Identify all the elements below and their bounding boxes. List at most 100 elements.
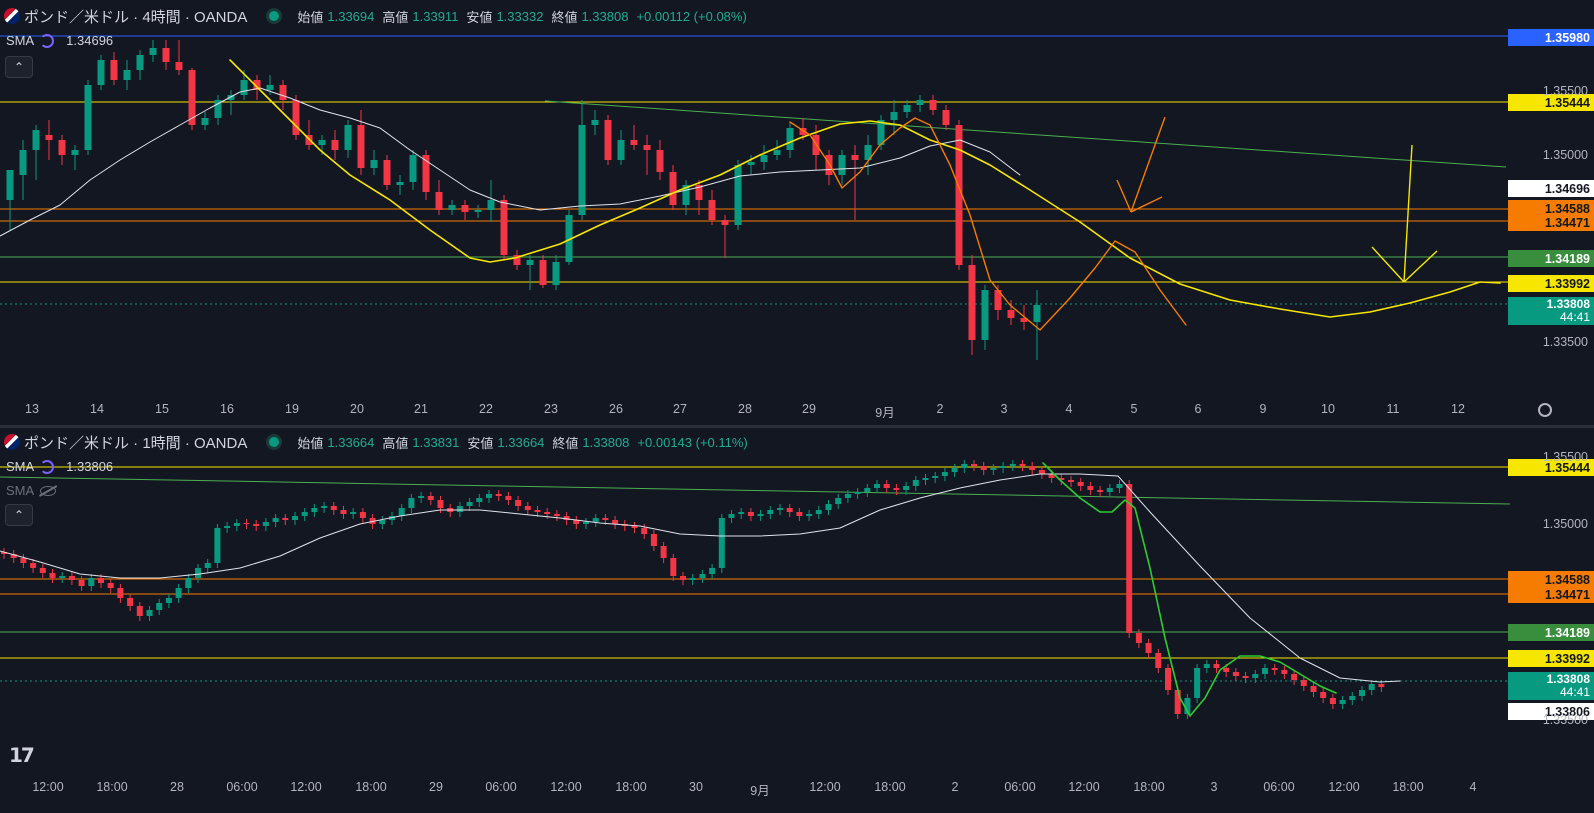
candle-body: [854, 492, 861, 494]
candle-body: [486, 494, 492, 498]
candle-body: [968, 265, 976, 340]
time-axis-label: 29: [802, 402, 816, 416]
eye-hidden-icon[interactable]: [40, 485, 57, 496]
candle-body: [1038, 470, 1045, 474]
candle-body: [669, 172, 677, 205]
hline-price-label: 1.34588: [1508, 571, 1594, 588]
hline-price-label: 1.34588: [1508, 200, 1594, 217]
candle-body: [123, 70, 131, 80]
candle-body: [721, 220, 729, 225]
time-axis-label: 06:00: [1004, 780, 1036, 794]
candle-body: [1155, 653, 1162, 668]
hline-price-label: 1.34189: [1508, 250, 1594, 267]
candle-body: [68, 576, 75, 580]
candle-body: [565, 215, 573, 262]
time-axis-label: 13: [25, 402, 39, 416]
symbol-title[interactable]: ポンド／米ドル · 4時間 · OANDA: [24, 8, 248, 26]
candle-body: [1271, 668, 1278, 670]
time-axis-label: 3: [1210, 780, 1218, 794]
gear-icon[interactable]: [1538, 403, 1552, 417]
candle-body: [175, 588, 182, 598]
candle-body: [10, 554, 17, 558]
hline-price-label: 1.35444: [1508, 94, 1594, 111]
chevron-up-icon: ⌃: [13, 60, 25, 74]
axis-price: 1.35500: [1542, 450, 1588, 464]
sma-value: 1.34696: [66, 33, 114, 48]
chart-canvas-4h[interactable]: [0, 0, 1594, 425]
close-value: 1.33808: [582, 434, 630, 450]
candle-body: [474, 210, 482, 212]
candle-body: [709, 568, 716, 574]
gbpusd-flag-icon: [4, 434, 20, 450]
candle-body: [162, 48, 170, 62]
candle-body: [981, 290, 989, 340]
candle-body: [1174, 690, 1181, 714]
candle-body: [136, 606, 143, 616]
collapse-legend-button[interactable]: ⌃: [5, 56, 33, 78]
candle-body: [864, 488, 871, 492]
candle-body: [1213, 664, 1220, 668]
candle-body: [1068, 480, 1074, 482]
sma-legend[interactable]: SMA 1.33806: [6, 459, 113, 474]
candle-body: [539, 260, 547, 285]
candle-body: [195, 568, 201, 578]
candle-body: [1165, 668, 1171, 690]
axis-price: 1.33500: [1542, 713, 1588, 727]
sma-source-icon[interactable]: [40, 459, 55, 474]
collapse-legend-button[interactable]: ⌃: [5, 504, 33, 526]
candle-body: [1033, 305, 1041, 322]
close-label: 終値: [552, 435, 579, 451]
candle-body: [760, 155, 768, 162]
high-value: 1.33911: [412, 8, 459, 24]
time-axis-label: 12:00: [1068, 780, 1100, 794]
axis-price: 1.33500: [1542, 335, 1588, 349]
time-axis-label: 06:00: [226, 780, 258, 794]
high-label: 高値: [382, 9, 409, 25]
candle-body: [340, 510, 347, 514]
candle-body: [573, 520, 580, 524]
arrow-yellow-head: [1371, 246, 1405, 283]
sma-source-icon[interactable]: [40, 33, 55, 48]
candle-body: [136, 55, 144, 70]
candle-body: [695, 185, 703, 200]
candle-body: [330, 506, 337, 510]
symbol-title[interactable]: ポンド／米ドル · 1時間 · OANDA: [24, 434, 248, 452]
candle-body: [941, 472, 948, 476]
candle-body: [734, 165, 742, 225]
time-axis-label: 12:00: [290, 780, 322, 794]
candle-body: [893, 488, 900, 490]
time-axis-label: 26: [609, 402, 623, 416]
candle-body: [59, 576, 66, 578]
candle-body: [929, 100, 937, 110]
pane-divider[interactable]: [0, 425, 1594, 428]
candle-body: [301, 512, 308, 516]
sma-legend[interactable]: SMA 1.34696: [6, 33, 113, 48]
candle-body: [951, 468, 958, 472]
candle-timer: 44:41: [1559, 685, 1590, 699]
candle-body: [592, 518, 599, 522]
candle-body: [773, 150, 781, 155]
candle-body: [357, 125, 365, 168]
chart-pane-1h[interactable]: ポンド／米ドル · 1時間 · OANDA 始値 1.33664 高値 1.3383…: [0, 428, 1594, 813]
chart-pane-4h[interactable]: ポンド／米ドル · 4時間 · OANDA 始値 1.33694 高値 1.3391…: [0, 0, 1594, 425]
candle-body: [864, 145, 872, 160]
candle-body: [656, 150, 664, 172]
chart-canvas-1h[interactable]: [0, 428, 1594, 813]
close-label: 終値: [551, 9, 578, 25]
candle-body: [1194, 668, 1201, 698]
candle-body: [955, 125, 963, 265]
candle-body: [1262, 668, 1268, 674]
hline-price-label: 1.33992: [1508, 275, 1594, 292]
candle-body: [680, 576, 686, 580]
candle-body: [383, 160, 391, 185]
time-axis-label: 12:00: [32, 780, 64, 794]
sma-legend-hidden[interactable]: SMA: [6, 483, 57, 498]
candle-body: [427, 496, 434, 500]
candle-body: [1126, 484, 1133, 633]
candle-body: [757, 514, 764, 516]
tradingview-logo[interactable]: 𝟭𝟳: [9, 745, 35, 767]
hline-price-label: 1.35444: [1508, 459, 1594, 476]
last-price-value: 1.33808: [1546, 672, 1590, 686]
candle-body: [777, 508, 783, 510]
candle-body: [331, 140, 339, 150]
